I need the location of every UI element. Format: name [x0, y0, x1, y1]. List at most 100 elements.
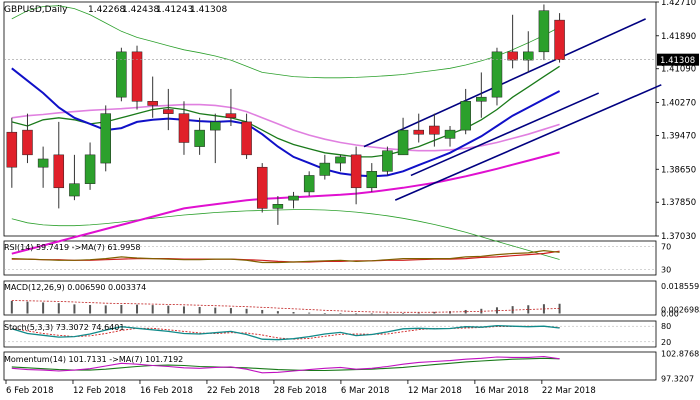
macd-histogram-bar: [136, 304, 139, 314]
macd-histogram-bar: [89, 304, 92, 314]
rsi-label: RSI(14) 59.7419 ->MA(7) 61.9958: [4, 243, 141, 252]
bear-candle-body: [6, 131, 18, 168]
stoch-k-line: [11, 325, 560, 341]
rsi-line: [11, 249, 560, 264]
bull-candle-body: [397, 129, 409, 156]
trend-channel-line-3: [410, 92, 600, 177]
bull-candle-body: [37, 158, 49, 168]
candle: [538, 4, 550, 61]
ohlc-low: 1.41243: [156, 5, 193, 15]
candle: [382, 146, 393, 176]
bull-candle-body: [210, 121, 221, 131]
price-tick-label: 1.40270: [661, 99, 696, 109]
macd-histogram-bar: [464, 309, 467, 314]
macd-histogram-bar: [10, 300, 13, 314]
time-tick-label: 12 Mar 2018: [408, 386, 462, 396]
momentum-tick-label: 102.8768: [661, 349, 699, 358]
stoch-pane: [4, 325, 656, 343]
pane-frame-macd: [3, 280, 657, 316]
magenta-moving-average-line: [11, 151, 560, 255]
bollinger-upper-line: [11, 5, 560, 79]
candle: [210, 113, 221, 164]
bear-candle-body: [350, 154, 362, 189]
macd-histogram-bar: [151, 305, 154, 314]
candle: [37, 146, 49, 188]
bull-candle-body: [288, 195, 299, 201]
candle: [288, 191, 299, 209]
candle: [366, 163, 378, 192]
macd-histogram-bar: [245, 308, 248, 314]
bull-candle-body: [460, 101, 471, 131]
stoch-label: Stoch(5,3,3) 73.3072 74.6401: [4, 323, 124, 332]
candle: [335, 154, 346, 172]
macd-histogram-bar: [57, 303, 60, 314]
bear-candle-body: [429, 125, 440, 135]
time-tick-label: 22 Feb 2018: [207, 386, 260, 396]
bear-candle-body: [131, 51, 143, 102]
time-tick-label: 12 Feb 2018: [73, 386, 126, 396]
ohlc-close: 1.41308: [190, 5, 227, 15]
macd-pane: [10, 300, 561, 315]
bull-candle-body: [100, 113, 111, 164]
stoch-tick-label: 20: [661, 338, 671, 347]
pink-moving-average-line: [11, 103, 560, 152]
candle: [116, 47, 127, 102]
bull-candle-body: [366, 171, 378, 189]
bull-candle-body: [319, 162, 331, 176]
bear-candle-body: [225, 113, 237, 119]
chart-title: GBPUSD,Daily: [4, 5, 68, 15]
ohlc-high: 1.42438: [122, 5, 159, 15]
candle: [100, 105, 111, 172]
candle: [350, 146, 362, 205]
bear-candle-body: [507, 51, 518, 61]
ohlc-open: 1.42268: [88, 5, 125, 15]
bull-candle-body: [303, 175, 315, 193]
macd-histogram-bar: [182, 306, 185, 314]
candle: [131, 45, 143, 110]
bull-candle-body: [69, 183, 80, 197]
price-axis: 1.42710 1.41890 1.41090 1.40270 1.39470 1.386…: [656, 0, 700, 384]
momentum-ma-line: [11, 357, 560, 372]
candle: [491, 47, 503, 106]
macd-histogram-bar: [433, 311, 436, 314]
macd-histogram-bar: [527, 305, 530, 314]
candle: [178, 101, 190, 155]
candle: [319, 154, 331, 180]
candle: [256, 163, 268, 213]
macd-histogram-bar: [120, 304, 123, 314]
current-price-badge: [657, 53, 699, 66]
price-tick-label: 1.39470: [661, 131, 696, 141]
macd-histogram-bar: [26, 301, 29, 314]
momentum-pane: [11, 355, 560, 374]
bollinger-lower-line: [11, 209, 560, 260]
macd-histogram-bar: [104, 305, 107, 314]
time-axis: 6 Feb 2018 12 Feb 2018 16 Feb 2018 22 Feb 2…: [5, 380, 596, 396]
bear-candle-body: [147, 101, 158, 106]
candle: [69, 154, 80, 201]
rsi-tick-label: 70: [661, 243, 671, 252]
bull-candle-body: [272, 204, 284, 209]
candle: [225, 88, 237, 127]
bull-candle-body: [194, 129, 205, 147]
macd-histogram-bar: [73, 304, 76, 314]
bull-candle-body: [116, 51, 127, 98]
candle: [22, 113, 33, 164]
macd-histogram-bar: [558, 303, 561, 314]
current-price-label: 1.41308: [660, 56, 695, 66]
bear-candle-body: [53, 154, 65, 189]
momentum-label: Momentum(14) 101.7131 ->MA(7) 101.7192: [4, 355, 183, 364]
candle: [397, 117, 409, 156]
macd-histogram-bar: [42, 302, 45, 314]
bear-candle-body: [413, 129, 424, 135]
price-tick-label: 1.38650: [661, 165, 696, 175]
trend-channel-line-1: [363, 18, 646, 148]
macd-tick-label: 0.00: [661, 310, 679, 319]
macd-tick-label: 0.018559: [661, 282, 699, 291]
candle: [460, 88, 471, 135]
bear-candle-body: [554, 19, 565, 60]
price-tick-label: 1.42710: [661, 0, 696, 8]
candle: [6, 117, 18, 188]
price-tick-label: 1.37850: [661, 198, 696, 208]
bear-candle-body: [256, 166, 268, 209]
time-tick-label: 6 Feb 2018: [6, 386, 54, 396]
